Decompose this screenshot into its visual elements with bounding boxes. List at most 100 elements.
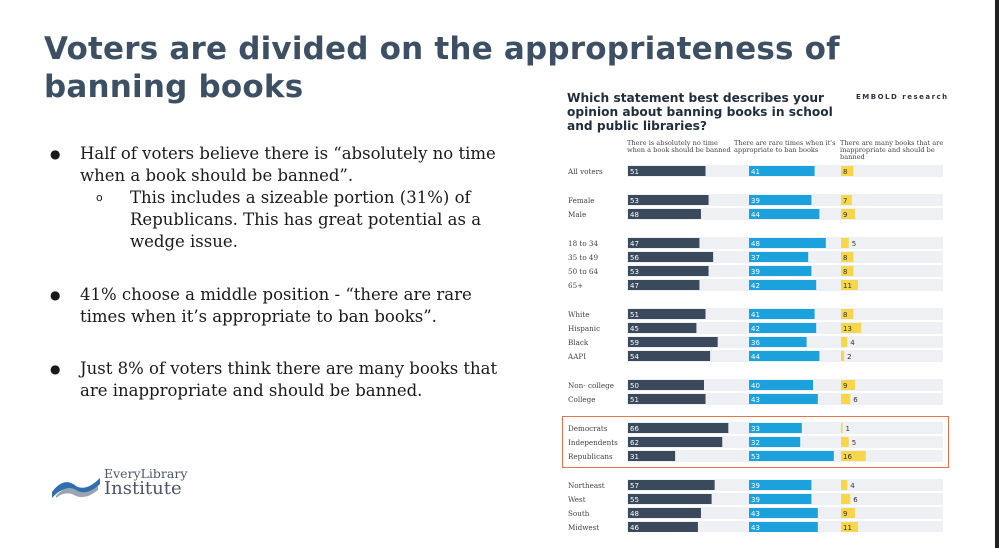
category-label: Hispanic	[568, 324, 600, 333]
category-label: West	[568, 495, 586, 504]
bar-series-1	[628, 323, 697, 333]
bar-series-2	[749, 195, 812, 205]
legend-series-1: There is absolutely no time when a book …	[627, 139, 731, 155]
data-label: 48	[751, 240, 760, 248]
bar-series-2	[749, 280, 817, 290]
bar-series-1	[628, 351, 711, 361]
sub-bullet-dot-icon: o	[96, 191, 103, 204]
bar-series-1	[628, 494, 712, 504]
bar-series-1	[628, 280, 700, 290]
bar-series-3	[841, 494, 851, 504]
data-label: 5	[852, 240, 856, 248]
bullet-item: ● Half of voters believe there is “absol…	[46, 143, 516, 253]
category-label: AAPI	[567, 352, 586, 361]
category-label: South	[568, 509, 590, 518]
bar-series-1	[628, 423, 729, 433]
bullet-item: ● 41% choose a middle position - “there …	[46, 284, 516, 328]
data-label: 51	[630, 311, 639, 319]
data-label: 5	[852, 439, 856, 447]
bullet-item: ● Just 8% of voters think there are many…	[46, 358, 516, 402]
data-label: 16	[843, 453, 852, 461]
bar-series-3	[841, 195, 852, 205]
category-label: Northeast	[568, 481, 605, 490]
category-label: All voters	[567, 167, 603, 176]
bar-series-1	[628, 209, 701, 219]
bar-series-3	[841, 323, 862, 333]
bar-series-3	[841, 423, 843, 433]
category-label: White	[568, 310, 589, 319]
data-label: 6	[853, 396, 858, 404]
bullet-dot-icon: ●	[50, 288, 61, 302]
bar-series-1	[628, 394, 706, 404]
data-label: 9	[843, 211, 847, 219]
chart-title: Which statement best describes your opin…	[567, 91, 833, 133]
brand-label: EMBOLD research	[856, 93, 949, 101]
bar-series-3	[841, 238, 849, 248]
bar-series-1	[628, 522, 698, 532]
bar-series-1	[628, 252, 714, 262]
category-label: 18 to 34	[568, 239, 599, 248]
bar-series-2	[749, 480, 812, 490]
bar-series-2	[749, 266, 812, 276]
bar-series-3	[841, 266, 854, 276]
bullet-text: 41% choose a middle position - “there ar…	[80, 285, 472, 326]
data-label: 37	[751, 254, 760, 262]
data-label: 11	[843, 282, 852, 290]
data-label: 31	[630, 453, 639, 461]
data-label: 53	[751, 453, 760, 461]
bullet-text: Just 8% of voters think there are many b…	[80, 359, 498, 400]
legend-series-2: There are rare times when it's appropria…	[734, 139, 836, 155]
data-label: 53	[630, 197, 639, 205]
data-label: 48	[630, 211, 639, 219]
bar-series-3	[841, 437, 849, 447]
data-label: 47	[630, 240, 639, 248]
bar-series-2	[749, 494, 812, 504]
data-label: 62	[630, 439, 639, 447]
bar-series-3	[841, 351, 845, 361]
bar-series-2	[749, 209, 820, 219]
bar-series-2	[749, 337, 807, 347]
category-label: Non- college	[568, 381, 614, 390]
bar-series-2	[749, 451, 834, 461]
bar-series-2	[749, 323, 817, 333]
data-label: 8	[843, 254, 847, 262]
data-label: 48	[630, 510, 639, 518]
category-label: Male	[568, 210, 586, 219]
data-label: 8	[843, 311, 847, 319]
data-label: 47	[630, 282, 639, 290]
logo-line1: EveryLibrary	[104, 466, 188, 481]
bullet-list: ● Half of voters believe there is “absol…	[46, 143, 516, 402]
bar-series-3	[841, 480, 848, 490]
bar-series-3	[841, 451, 866, 461]
bar-series-2	[749, 423, 802, 433]
data-label: 36	[751, 339, 760, 347]
data-label: 42	[751, 325, 760, 333]
data-label: 44	[751, 211, 760, 219]
data-label: 2	[847, 353, 851, 361]
data-label: 41	[751, 168, 760, 176]
bar-series-1	[628, 480, 715, 490]
category-label: Midwest	[568, 523, 599, 532]
data-label: 43	[751, 510, 760, 518]
category-label: College	[568, 395, 596, 404]
data-label: 11	[843, 524, 852, 532]
book-wave-logo-icon	[52, 478, 100, 498]
data-label: 53	[630, 268, 639, 276]
data-label: 39	[751, 496, 760, 504]
bar-series-3	[841, 209, 855, 219]
data-label: 4	[850, 482, 855, 490]
bar-series-2	[749, 351, 820, 361]
bar-series-2	[749, 309, 815, 319]
data-label: 56	[630, 254, 639, 262]
bar-series-1	[628, 166, 706, 176]
bar-series-3	[841, 166, 854, 176]
bullet-dot-icon: ●	[50, 362, 61, 376]
bar-series-2	[749, 166, 815, 176]
bar-series-1	[628, 309, 706, 319]
slide-title: Voters are divided on the appropriatenes…	[44, 31, 840, 105]
data-label: 13	[843, 325, 852, 333]
bar-series-2	[749, 508, 818, 518]
sub-bullet-item: o This includes a sizeable portion (31%)…	[80, 187, 516, 253]
data-label: 44	[751, 353, 760, 361]
